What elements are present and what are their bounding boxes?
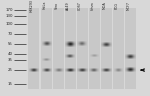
Text: 70: 70 (8, 32, 13, 36)
Text: MDA: MDA (102, 1, 106, 9)
Text: Hmm: Hmm (90, 1, 94, 10)
Bar (41, 8, 52, 89)
Text: A549: A549 (66, 1, 70, 10)
Bar (65, 8, 76, 89)
Text: 15: 15 (8, 82, 13, 86)
Text: HEK293: HEK293 (30, 0, 34, 12)
Bar (28, 8, 39, 89)
Text: HeLa: HeLa (42, 1, 46, 10)
Bar (113, 8, 124, 89)
Text: POG: POG (114, 2, 118, 9)
Text: 170: 170 (5, 8, 13, 12)
Bar (89, 8, 100, 89)
Bar (77, 8, 88, 89)
Text: 55: 55 (8, 42, 13, 46)
Text: 40: 40 (8, 52, 13, 56)
Bar (125, 8, 136, 89)
Text: COS7: COS7 (78, 1, 82, 10)
Text: 25: 25 (8, 68, 13, 72)
Text: 35: 35 (8, 58, 13, 62)
Text: 100: 100 (5, 22, 13, 26)
Text: Vero: Vero (54, 2, 58, 9)
Bar (53, 8, 64, 89)
Bar (101, 8, 112, 89)
Text: 130: 130 (5, 14, 13, 18)
Text: MCF7: MCF7 (126, 1, 130, 10)
